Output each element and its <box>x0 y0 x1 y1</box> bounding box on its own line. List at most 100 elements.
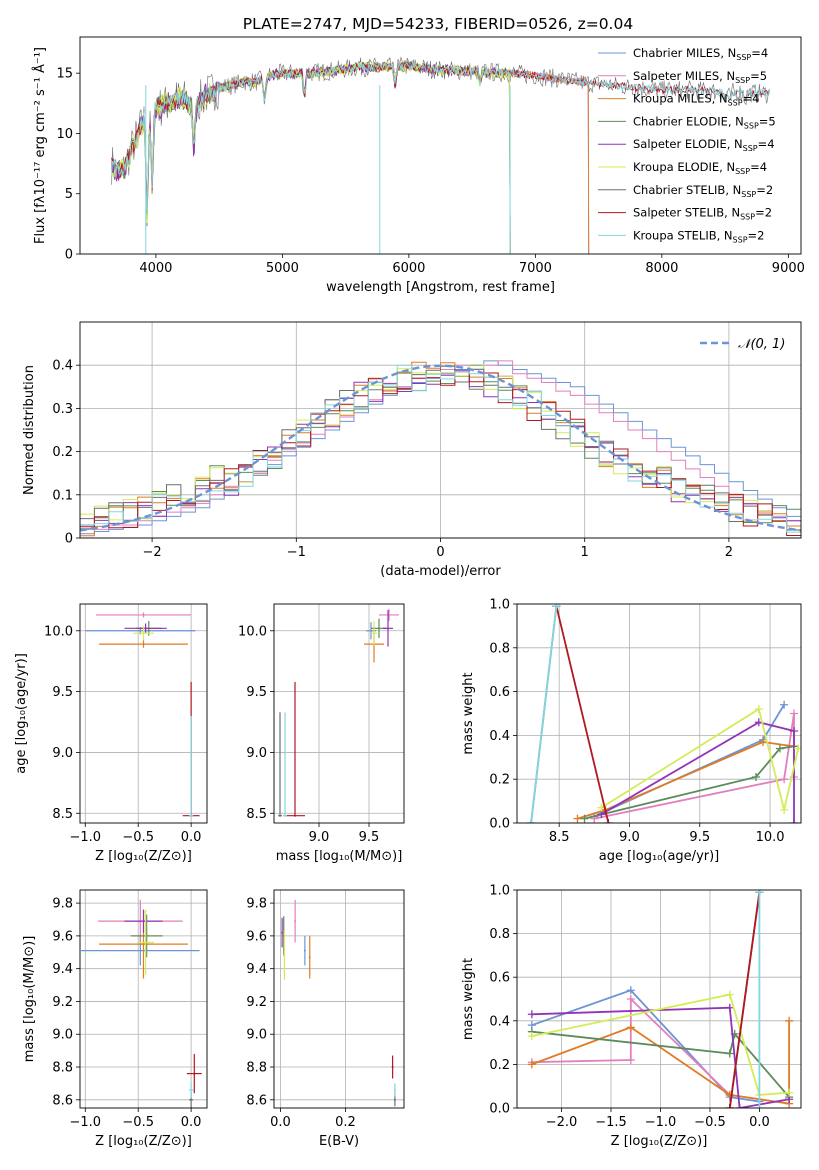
weight-marker <box>752 773 761 782</box>
data-point <box>279 814 281 817</box>
axes-frame <box>516 889 802 1109</box>
y-tick-label: 9.8 <box>52 897 73 912</box>
panel-age-vs-Z: −1.0 −0.5 0.0 8.5 9.0 9.5 10.0 Z [log₁₀(Z/Z⊙)] a… <box>14 603 208 864</box>
y-tick-label: 8.8 <box>52 1061 73 1076</box>
axes-frame <box>273 889 405 1109</box>
y-axis-label: mass weight <box>461 958 476 1040</box>
weight-marker <box>527 1060 536 1069</box>
x-tick-label: 8000 <box>645 261 678 276</box>
x-tick-label: 10.0 <box>756 830 785 845</box>
weight-line-3 <box>584 745 795 820</box>
x-tick-label: −1.5 <box>595 1115 627 1130</box>
legend-entry: Salpeter STELIB, NSSP=2 <box>633 206 772 222</box>
weight-marker <box>725 1049 734 1058</box>
y-tick-label: 10.0 <box>44 624 73 639</box>
panel-age-vs-mass: 9.0 9.5 8.5 9.0 9.5 10.0 mass [log₁₀(M/M⊙)] <box>238 603 405 864</box>
legend-entry: Salpeter MILES, NSSP=5 <box>633 69 767 85</box>
weight-marker <box>759 737 768 746</box>
weight-marker <box>725 990 734 999</box>
plot-area <box>81 899 202 1108</box>
y-tick-label: 0.0 <box>489 1102 510 1117</box>
x-tick-label: −0.5 <box>122 830 154 845</box>
weight-marker <box>552 604 561 611</box>
y-tick-label: 0.3 <box>52 402 73 417</box>
x-tick-label: 8.5 <box>549 830 570 845</box>
data-point <box>139 629 142 632</box>
y-tick-label: 15 <box>56 67 73 82</box>
data-point <box>190 1098 193 1101</box>
plot-area <box>281 899 396 1107</box>
plot-area <box>527 890 794 1108</box>
y-tick-label: 9.6 <box>246 929 267 944</box>
data-point <box>139 949 142 952</box>
panel-massweight-vs-age: 8.5 9.0 9.5 10.0 0.0 0.2 0.4 0.6 0.8 1.0 age [log₁… <box>461 598 802 864</box>
weight-marker <box>725 1104 734 1108</box>
weight-marker <box>780 775 789 784</box>
weight-line-2 <box>577 741 795 820</box>
y-tick-label: 8.6 <box>52 1093 73 1108</box>
weight-marker <box>780 700 789 709</box>
x-tick-label: −2.0 <box>546 1115 578 1130</box>
data-point <box>144 627 147 630</box>
y-axis-label: Normed distribution <box>22 365 37 495</box>
y-tick-label: 9.4 <box>52 962 73 977</box>
y-tick-label: 0.6 <box>489 971 510 986</box>
weight-marker <box>789 709 798 718</box>
legend-entry: Kroupa STELIB, NSSP=2 <box>633 228 764 244</box>
panel-mass-vs-EBV: 0.0 0.2 8.6 8.8 9.0 9.2 9.4 9.6 9.8 E(B-V) <box>246 889 405 1149</box>
plot-area <box>527 604 801 823</box>
y-tick-label: 1.0 <box>489 598 510 613</box>
x-tick-label: 7000 <box>519 261 552 276</box>
legend-entry: Salpeter ELODIE, NSSP=4 <box>633 137 775 153</box>
spectrum-line-8 <box>111 62 770 215</box>
x-tick-label: −1 <box>287 545 306 560</box>
x-tick-label: 2 <box>725 545 733 560</box>
data-point <box>144 941 147 944</box>
data-point <box>391 1066 394 1069</box>
data-point <box>294 814 296 817</box>
x-tick-label: 0.0 <box>181 1115 202 1130</box>
weight-marker <box>626 1023 635 1032</box>
x-axis-label: wavelength [Angstrom, rest frame] <box>326 280 555 295</box>
y-tick-label: 0 <box>65 248 73 263</box>
legend-entry: Chabrier MILES, NSSP=4 <box>633 46 768 62</box>
legend-entry: Chabrier STELIB, NSSP=2 <box>633 183 773 199</box>
weight-marker <box>775 744 784 753</box>
weight-marker <box>735 1104 744 1108</box>
legend-entry: 𝒩(0, 1) <box>738 337 785 352</box>
y-tick-label: 8.8 <box>246 1061 267 1076</box>
weight-line-5 <box>531 993 790 1096</box>
y-tick-label: 9.2 <box>246 995 267 1010</box>
histogram-step-6 <box>80 365 801 538</box>
histogram-step-8 <box>80 364 801 538</box>
data-point <box>142 632 145 635</box>
data-point <box>284 814 286 817</box>
y-tick-label: 0.2 <box>52 445 73 460</box>
panel-massweight-vs-Z: −2.0 −1.5 −1.0 −0.5 0.0 0.0 0.2 0.4 0.6 0.8 1.0 Z [… <box>461 884 802 1149</box>
x-tick-label: 9.5 <box>689 830 710 845</box>
legend-entry: Kroupa MILES, NSSP=4 <box>633 92 759 108</box>
weight-line-0 <box>531 989 760 1103</box>
x-tick-label: −0.5 <box>694 1115 726 1130</box>
y-tick-label: 10.0 <box>238 624 267 639</box>
figure-title: PLATE=2747, MJD=54233, FIBERID=0526, z=0… <box>243 15 633 33</box>
y-tick-label: 9.0 <box>246 746 267 761</box>
x-tick-label: 0.2 <box>335 1115 356 1130</box>
x-tick-label: −1.0 <box>645 1115 677 1130</box>
weight-marker <box>527 1032 536 1041</box>
data-point <box>373 632 375 635</box>
histogram-step-5 <box>80 364 801 538</box>
y-tick-label: 0.4 <box>489 729 510 744</box>
weight-marker <box>580 814 589 823</box>
y-tick-label: 9.5 <box>52 685 73 700</box>
axes-frame <box>79 889 208 1109</box>
data-point <box>142 613 145 616</box>
x-tick-label: −1.0 <box>70 1115 102 1130</box>
y-tick-label: 0.2 <box>489 1058 510 1073</box>
weight-marker <box>527 1010 536 1019</box>
spectrum-line-4 <box>111 59 511 254</box>
y-tick-label: 0.1 <box>52 488 73 503</box>
weight-marker <box>789 819 798 823</box>
x-tick-label: 9000 <box>772 261 805 276</box>
weight-marker <box>573 814 582 823</box>
